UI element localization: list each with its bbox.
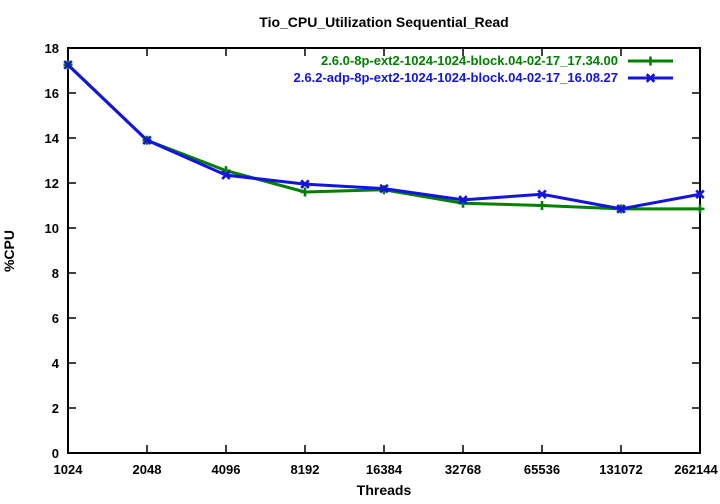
chart-title: Tio_CPU_Utilization Sequential_Read	[259, 14, 509, 30]
y-tick-label: 4	[52, 356, 60, 371]
marker-cross	[458, 195, 468, 205]
y-tick-label: 8	[52, 266, 59, 281]
legend-item-series-1: 2.6.2-adp-8p-ext2-1024-1024-block.04-02-…	[294, 69, 674, 86]
marker-cross	[63, 60, 73, 70]
marker-cross	[645, 72, 656, 83]
x-tick-label: 131072	[599, 462, 642, 477]
marker-cross	[142, 135, 152, 145]
x-tick-label: 8192	[291, 462, 320, 477]
legend: 2.6.0-8p-ext2-1024-1024-block.04-02-17_1…	[294, 52, 674, 86]
series-1	[63, 60, 705, 214]
x-tick-label: 4096	[212, 462, 241, 477]
marker-cross	[695, 189, 705, 199]
marker-cross	[616, 204, 626, 214]
x-tick-label: 2048	[133, 462, 162, 477]
y-tick-label: 12	[45, 176, 59, 191]
marker-plus	[695, 204, 705, 214]
legend-sample-line-series-0	[628, 56, 673, 65]
marker-plus	[537, 201, 547, 210]
legend-item-series-0: 2.6.0-8p-ext2-1024-1024-block.04-02-17_1…	[294, 52, 674, 69]
x-tick-label: 262144	[674, 462, 718, 477]
x-tick-label: 16384	[366, 462, 403, 477]
y-tick-label: 14	[45, 131, 60, 146]
marker-plus	[646, 56, 655, 65]
y-tick-label: 6	[52, 311, 59, 326]
y-tick-label: 10	[45, 221, 59, 236]
y-tick-label: 2	[52, 401, 59, 416]
x-tick-label: 1024	[54, 462, 84, 477]
marker-cross	[221, 170, 231, 180]
legend-label-series-0: 2.6.0-8p-ext2-1024-1024-block.04-02-17_1…	[320, 53, 618, 68]
marker-cross	[300, 179, 310, 189]
marker-cross	[537, 189, 547, 199]
marker-plus	[300, 187, 310, 197]
x-tick-label: 65536	[524, 462, 560, 477]
x-axis-label: Threads	[356, 482, 412, 498]
plot-frame	[67, 47, 701, 454]
x-tick-label: 32768	[445, 462, 481, 477]
marker-cross	[379, 183, 389, 194]
legend-sample-line-series-1	[628, 72, 673, 83]
y-tick-label: 18	[45, 41, 59, 56]
legend-label-series-1: 2.6.2-adp-8p-ext2-1024-1024-block.04-02-…	[293, 70, 618, 85]
y-tick-label: 0	[52, 446, 59, 461]
y-tick-label: 16	[45, 86, 59, 101]
